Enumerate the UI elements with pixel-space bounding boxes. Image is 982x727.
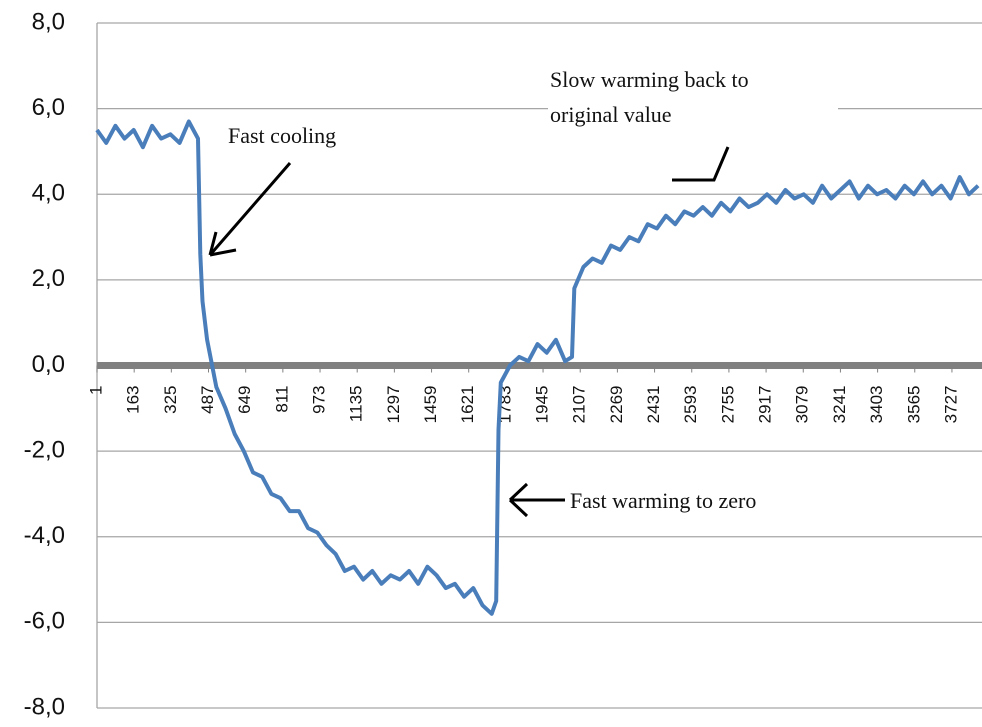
annotation: Slow warming back to [550,67,749,92]
y-tick-label: 6,0 [32,94,65,121]
y-tick-label: -8,0 [24,693,65,720]
x-tick-label: 3079 [793,386,812,424]
x-tick-label: 3403 [867,386,886,424]
annotation-background [548,62,838,130]
x-tick-label: 2755 [718,386,737,424]
x-tick-label: 487 [198,386,217,414]
x-tick-label: 2593 [681,386,700,424]
y-tick-label: 4,0 [32,180,65,207]
x-tick-label: 2107 [570,386,589,424]
data-line [95,119,980,616]
x-tick-label: 163 [124,386,143,414]
x-tick-label: 1945 [533,386,552,424]
x-tick-label: 1459 [421,386,440,424]
annotation: Fast cooling [228,123,336,148]
x-tick-label: 1 [86,386,105,395]
x-tick-label: 1621 [458,386,477,424]
x-tick-label: 3565 [904,386,923,424]
x-tick-label: 3727 [941,386,960,424]
y-tick-label: 2,0 [32,265,65,292]
y-tick-label: 8,0 [32,8,65,35]
x-tick-label: 1297 [384,386,403,424]
x-tick-label: 3241 [830,386,849,424]
y-tick-label: -4,0 [24,522,65,549]
x-tick-label: 2917 [756,386,775,424]
x-tick-label: 325 [161,386,180,414]
x-tick-label: 649 [235,386,254,414]
x-tick-label: 1135 [347,386,366,423]
arrow [672,146,730,182]
x-tick-label: 973 [310,386,329,414]
x-tick-label: 2431 [644,386,663,424]
arrow [508,482,565,518]
arrow [208,162,292,257]
annotation: original value [550,102,672,127]
annotation-background [566,484,816,514]
annotation: Fast warming to zero [570,488,756,513]
x-tick-label: 2269 [607,386,626,424]
y-tick-label: -6,0 [24,608,65,635]
y-tick-label: 0,0 [32,351,65,378]
x-tick-label: 811 [272,386,291,413]
y-tick-label: -2,0 [24,436,65,463]
